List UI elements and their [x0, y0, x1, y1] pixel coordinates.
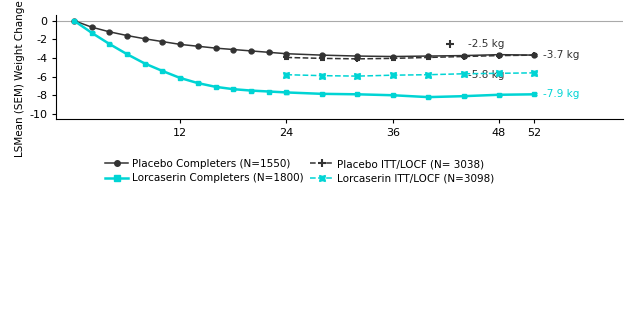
- Text: -2.5 kg: -2.5 kg: [468, 39, 505, 49]
- Legend: Placebo Completers (N=1550), Lorcaserin Completers (N=1800), Placebo ITT/LOCF (N: Placebo Completers (N=1550), Lorcaserin …: [101, 155, 499, 187]
- Text: -3.7 kg: -3.7 kg: [544, 50, 580, 60]
- Text: -7.9 kg: -7.9 kg: [544, 89, 580, 99]
- Text: -5.8 kg: -5.8 kg: [468, 70, 505, 80]
- Y-axis label: LSMean (SEM) Weight Change (kg): LSMean (SEM) Weight Change (kg): [15, 0, 25, 157]
